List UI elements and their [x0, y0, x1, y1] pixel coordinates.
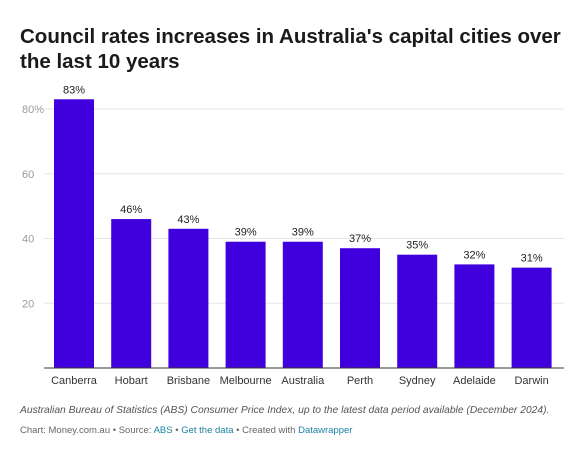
chart-credits: Chart: Money.com.au • Source: ABS • Get …: [20, 425, 352, 436]
separator: •: [172, 425, 182, 436]
chart-note: Australian Bureau of Statistics (ABS) Co…: [20, 405, 550, 416]
data-label: 46%: [120, 204, 142, 216]
x-tick-label: Hobart: [115, 375, 148, 387]
data-label: 83%: [63, 84, 85, 96]
data-label: 31%: [521, 253, 543, 265]
data-label: 37%: [349, 233, 371, 245]
bar-adelaide: [454, 264, 495, 368]
y-tick-label: 40: [22, 234, 34, 246]
x-tick-label: Canberra: [51, 375, 98, 387]
data-label: 32%: [463, 249, 485, 261]
source-link[interactable]: ABS: [153, 425, 173, 436]
datawrapper-link[interactable]: Datawrapper: [298, 425, 353, 436]
bar-darwin: [511, 267, 552, 368]
x-tick-label: Perth: [347, 375, 373, 387]
x-tick-label: Adelaide: [453, 375, 496, 387]
bar-canberra: [54, 99, 94, 368]
data-label: 35%: [406, 240, 428, 252]
x-tick-label: Sydney: [399, 375, 436, 387]
bar-hobart: [111, 219, 152, 368]
data-label: 39%: [235, 227, 257, 239]
labels: 20 40 60 80% 83% Canberra 46% Hobart 43% Brisbane…: [22, 84, 549, 387]
x-tick-label: Australia: [281, 375, 325, 387]
x-tick-label: Brisbane: [167, 375, 210, 387]
y-tick-label: 20: [22, 298, 34, 310]
bar-brisbane: [168, 228, 209, 368]
bar-sydney: [397, 254, 438, 368]
bar-perth: [340, 248, 380, 368]
y-tick-label: 60: [22, 169, 34, 181]
bar-melbourne: [225, 241, 266, 368]
y-tick-label: 80%: [22, 104, 44, 116]
bar-australia: [282, 241, 323, 368]
x-tick-label: Darwin: [514, 375, 548, 387]
bar-chart: 20 40 60 80% 83% Canberra 46% Hobart 43% Brisbane…: [22, 84, 564, 387]
created-with-text: • Created with: [233, 425, 299, 436]
data-label: 43%: [177, 214, 199, 226]
get-data-link[interactable]: Get the data: [181, 425, 234, 436]
data-label: 39%: [292, 227, 314, 239]
credit-text: Chart: Money.com.au • Source:: [20, 425, 154, 436]
bars: [54, 99, 552, 368]
x-tick-label: Melbourne: [220, 375, 272, 387]
chart-title: Council rates increases in Australia's c…: [20, 25, 561, 73]
